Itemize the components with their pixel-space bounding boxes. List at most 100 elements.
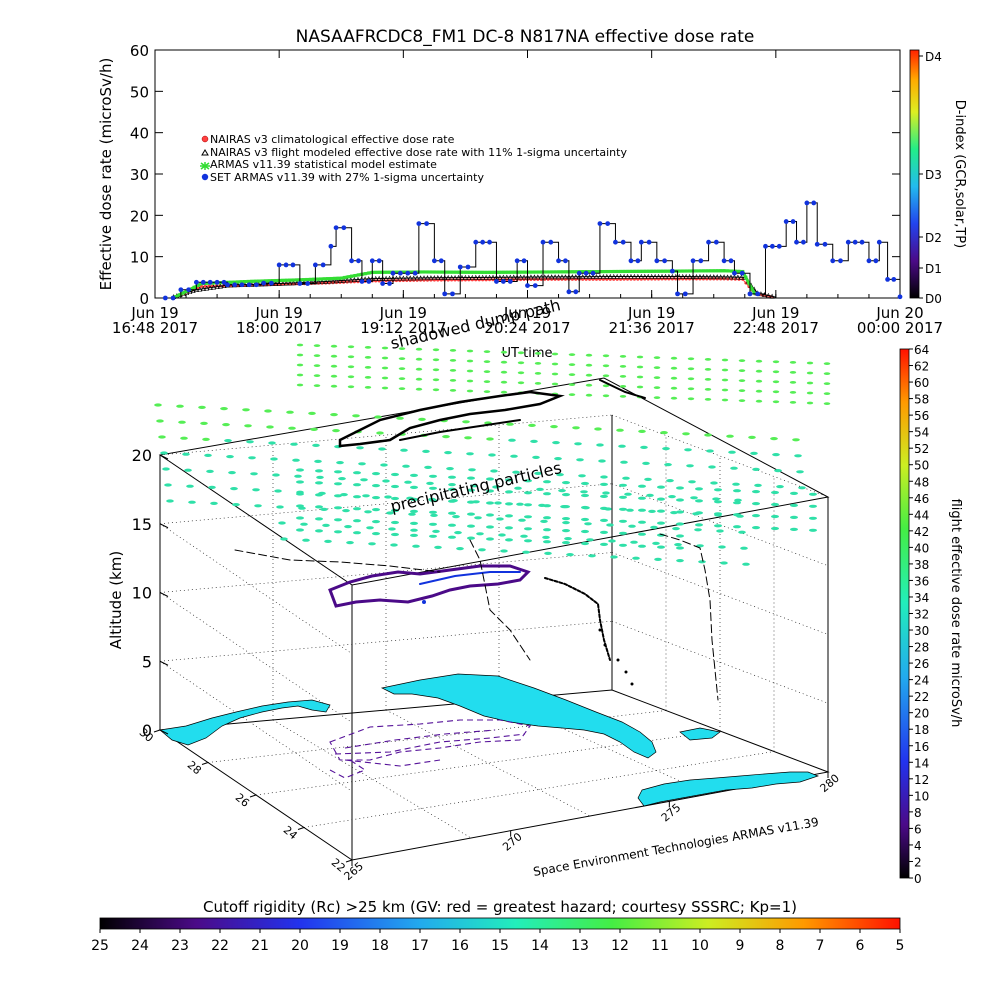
particle [500,390,508,394]
cutoff-tick-label: 18 [371,938,389,954]
data-point [573,289,579,295]
data-point [445,274,451,280]
longitude-tick-label: 270 [500,830,524,853]
particle [524,479,532,483]
data-point [374,279,378,283]
particle [276,505,284,509]
data-point [376,258,382,264]
dose-rate-tick-label: 56 [914,409,929,423]
data-point [323,278,329,284]
y-tick-label: 60 [130,42,149,60]
data-point [197,286,203,292]
dose-rate-tick-label: 36 [914,574,929,588]
track-descent [544,577,611,661]
data-point [657,277,661,281]
data-point [656,273,662,279]
dose-rate-tick-label: 6 [914,822,922,836]
y-tick-label: 30 [130,166,149,184]
particle [222,423,230,427]
data-point [200,284,204,288]
data-point [581,270,585,274]
data-point [276,262,282,268]
particle [789,361,797,364]
particle [636,385,644,389]
data-point [491,270,495,274]
latitude-tick-label: 26 [233,791,252,810]
particle [653,366,661,369]
data-point [543,277,547,281]
data-point [204,285,210,291]
particle [650,525,658,530]
particle [792,438,800,442]
particle [695,511,703,515]
particle [789,391,797,394]
particle [464,436,472,440]
particle [600,518,608,523]
particle [748,435,756,439]
data-point [408,278,412,282]
data-point [519,270,523,274]
particle [442,435,450,439]
data-point [667,277,671,281]
data-point [467,270,471,274]
data-point [594,277,598,281]
particle [798,486,806,490]
cutoff-tick-label: 5 [896,938,905,954]
particle [452,515,460,519]
data-point [635,273,641,279]
data-point [418,270,423,274]
dose-rate-tick-label: 0 [914,872,922,886]
data-point [349,274,354,278]
particle [483,370,491,373]
data-point [484,270,488,274]
particle [210,501,218,505]
data-point [719,269,723,273]
particle [771,514,779,519]
cutoff-tick-label: 23 [171,938,189,954]
particle [505,538,513,542]
particle [581,505,589,510]
data-point [294,278,299,282]
particle [432,358,440,362]
data-point [639,269,643,273]
data-point [712,269,716,273]
particle [500,380,508,384]
data-point [708,269,712,273]
data-point [628,258,634,264]
particle [524,503,532,507]
x-tick-date: Jun 19 [627,304,675,322]
particle [708,465,716,469]
particle [228,471,236,475]
particle [670,366,678,370]
particle [524,527,532,531]
data-point [456,274,462,280]
data-point [619,269,623,274]
particle [402,464,410,468]
data-point [675,291,680,297]
particle [176,404,184,408]
legend-marker-climatological [201,135,209,143]
data-point [401,279,405,283]
particle [248,456,256,460]
particle [704,358,712,361]
particle [626,508,634,512]
data-point [376,275,382,281]
particle [672,527,680,531]
legend-item-armas-model: ARMAS v11.39 statistical model estimate [210,158,437,171]
particle [518,518,526,522]
data-point [663,277,667,281]
latitude-tick-mark [345,859,353,863]
data-point [794,239,799,245]
particle [446,467,454,471]
particle [670,396,678,400]
d-index-label: D-index (GCR,solar,TP) [952,100,967,248]
particle [772,400,780,404]
particle [653,356,661,359]
particle [543,480,551,484]
data-point [680,273,686,279]
particle [755,369,763,373]
dose-rate-tick-label: 10 [914,789,929,803]
particle [581,541,589,546]
particle [676,534,684,538]
data-point [260,279,264,283]
